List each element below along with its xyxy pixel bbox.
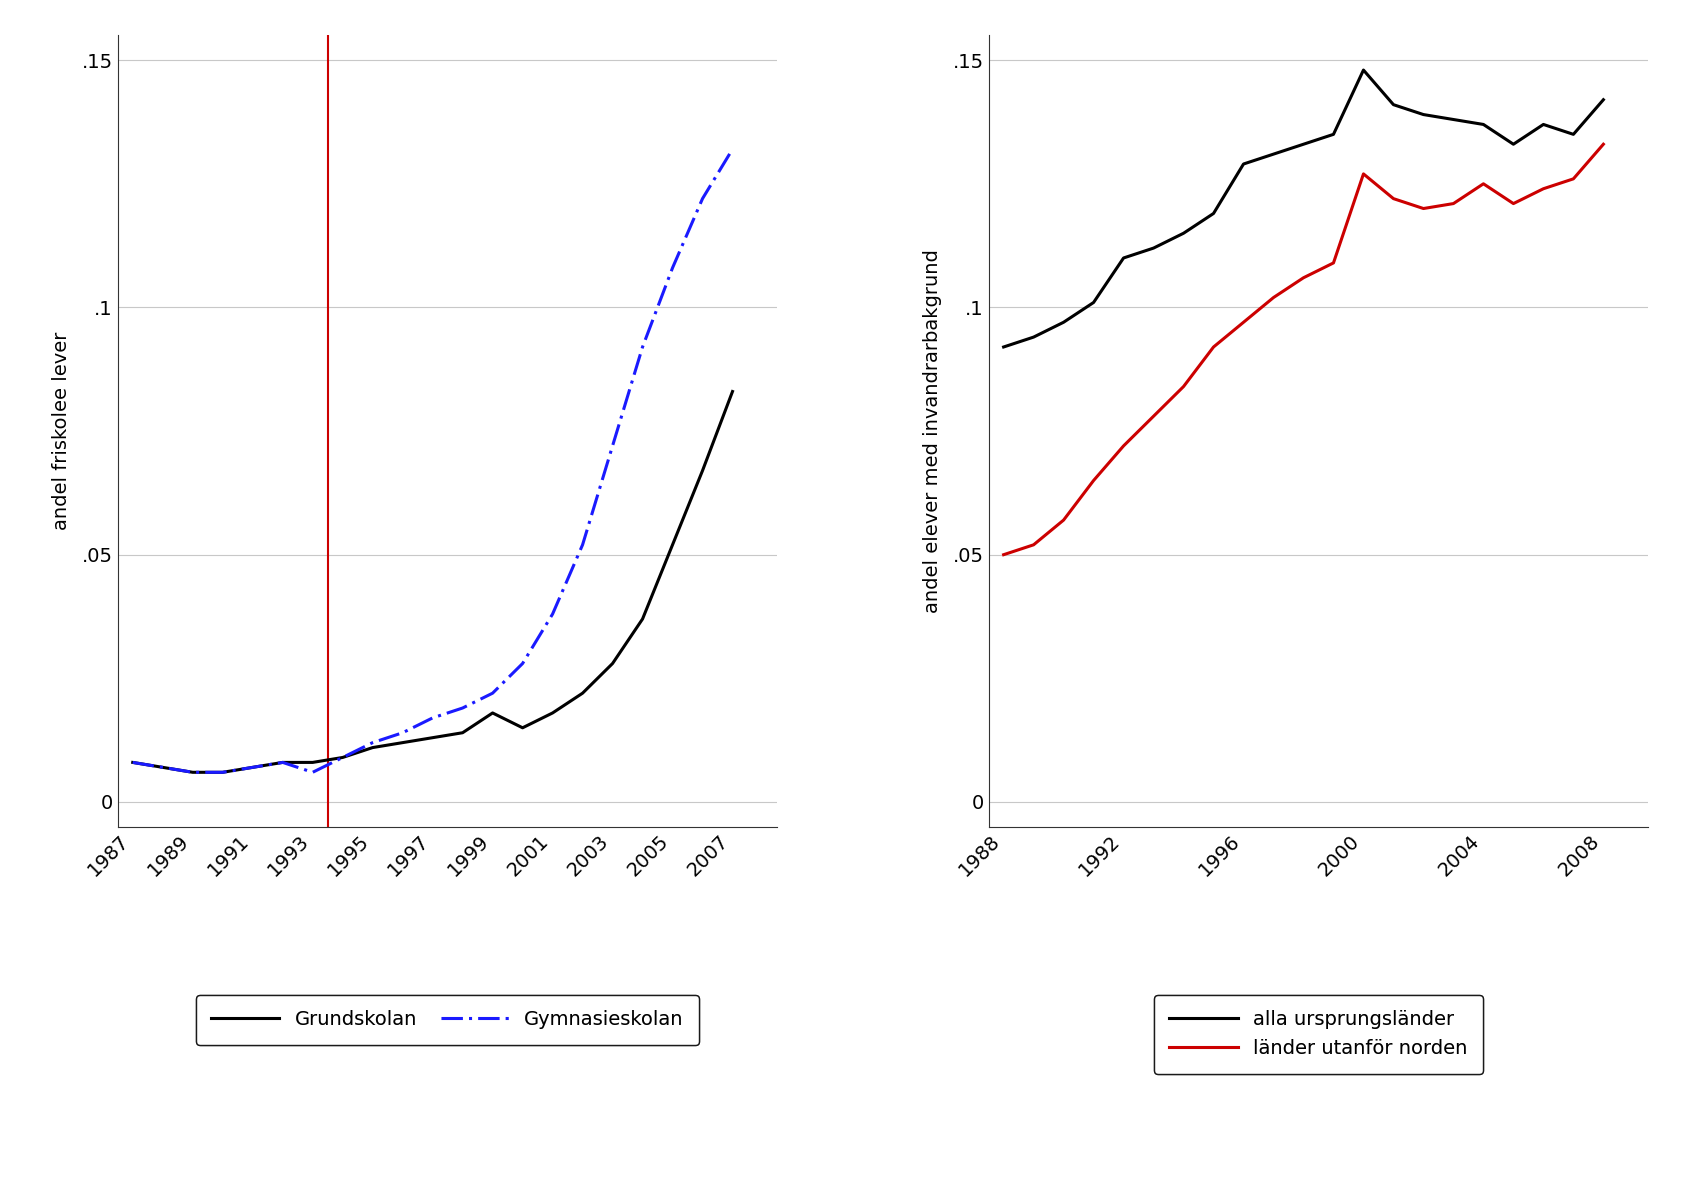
- Grundskolan: [242, 761, 262, 775]
- Grundskolan: [722, 385, 742, 399]
- Grundskolan: [452, 725, 473, 739]
- alla ursprungsländer: [1144, 241, 1164, 255]
- alla ursprungsländer: [994, 340, 1014, 354]
- Gymnasieskolan: [422, 711, 442, 725]
- alla ursprungsländer: [1293, 137, 1314, 151]
- Grundskolan: [392, 736, 412, 750]
- länder utanför norden: [1443, 196, 1463, 210]
- länder utanför norden: [1354, 167, 1374, 181]
- Gymnasieskolan: [333, 750, 353, 764]
- Legend: Grundskolan, Gymnasieskolan: Grundskolan, Gymnasieskolan: [195, 994, 700, 1045]
- länder utanför norden: [1383, 191, 1403, 205]
- Line: alla ursprungsländer: alla ursprungsländer: [1004, 70, 1603, 347]
- alla ursprungsländer: [1053, 315, 1073, 329]
- länder utanför norden: [1024, 537, 1045, 552]
- Gymnasieskolan: [693, 191, 713, 205]
- Gymnasieskolan: [123, 756, 143, 770]
- Gymnasieskolan: [632, 340, 653, 354]
- alla ursprungsländer: [1354, 63, 1374, 77]
- länder utanför norden: [1593, 137, 1613, 151]
- Gymnasieskolan: [663, 261, 683, 275]
- länder utanför norden: [1413, 202, 1433, 216]
- länder utanför norden: [1053, 513, 1073, 527]
- Gymnasieskolan: [452, 700, 473, 715]
- länder utanför norden: [1144, 409, 1164, 423]
- alla ursprungsländer: [1083, 295, 1103, 309]
- Line: länder utanför norden: länder utanför norden: [1004, 144, 1603, 555]
- Gymnasieskolan: [363, 736, 383, 750]
- alla ursprungsländer: [1504, 137, 1524, 151]
- Grundskolan: [183, 765, 204, 779]
- Grundskolan: [272, 756, 293, 770]
- alla ursprungsländer: [1113, 250, 1134, 265]
- Gymnasieskolan: [153, 761, 173, 775]
- Gymnasieskolan: [272, 756, 293, 770]
- Grundskolan: [483, 706, 503, 720]
- länder utanför norden: [1083, 474, 1103, 488]
- Legend: alla ursprungsländer, länder utanför norden: alla ursprungsländer, länder utanför nor…: [1154, 994, 1484, 1074]
- alla ursprungsländer: [1593, 92, 1613, 106]
- Gymnasieskolan: [242, 761, 262, 775]
- Line: Grundskolan: Grundskolan: [133, 392, 732, 772]
- länder utanför norden: [1534, 182, 1554, 196]
- alla ursprungsländer: [1233, 157, 1253, 171]
- alla ursprungsländer: [1174, 227, 1194, 241]
- Grundskolan: [602, 657, 622, 671]
- Grundskolan: [572, 686, 592, 700]
- Grundskolan: [123, 756, 143, 770]
- Gymnasieskolan: [303, 765, 323, 779]
- Grundskolan: [543, 706, 563, 720]
- Line: Gymnasieskolan: Gymnasieskolan: [133, 149, 732, 772]
- Grundskolan: [363, 740, 383, 755]
- alla ursprungsländer: [1563, 128, 1583, 142]
- Grundskolan: [333, 750, 353, 764]
- Gymnasieskolan: [212, 765, 232, 779]
- Gymnasieskolan: [572, 537, 592, 552]
- alla ursprungsländer: [1473, 117, 1494, 131]
- alla ursprungsländer: [1383, 98, 1403, 112]
- länder utanför norden: [1473, 177, 1494, 191]
- Gymnasieskolan: [513, 657, 533, 671]
- Grundskolan: [513, 720, 533, 735]
- Y-axis label: andel elever med invandrarbakgrund: andel elever med invandrarbakgrund: [922, 249, 942, 613]
- länder utanför norden: [1233, 315, 1253, 329]
- Gymnasieskolan: [183, 765, 204, 779]
- Y-axis label: andel friskolee lever: andel friskolee lever: [52, 332, 71, 530]
- länder utanför norden: [1324, 256, 1344, 270]
- alla ursprungsländer: [1263, 148, 1283, 162]
- Grundskolan: [303, 756, 323, 770]
- Grundskolan: [153, 761, 173, 775]
- länder utanför norden: [1263, 291, 1283, 305]
- Grundskolan: [632, 612, 653, 626]
- Gymnasieskolan: [602, 439, 622, 454]
- länder utanför norden: [1504, 196, 1524, 210]
- Gymnasieskolan: [392, 725, 412, 739]
- alla ursprungsländer: [1024, 329, 1045, 344]
- Grundskolan: [693, 464, 713, 478]
- Gymnasieskolan: [543, 607, 563, 621]
- länder utanför norden: [1293, 270, 1314, 285]
- länder utanför norden: [1563, 171, 1583, 185]
- alla ursprungsländer: [1413, 107, 1433, 122]
- länder utanför norden: [1174, 379, 1194, 393]
- alla ursprungsländer: [1203, 207, 1223, 221]
- länder utanför norden: [1113, 439, 1134, 454]
- länder utanför norden: [1203, 340, 1223, 354]
- alla ursprungsländer: [1534, 117, 1554, 131]
- länder utanför norden: [994, 548, 1014, 562]
- Grundskolan: [663, 537, 683, 552]
- alla ursprungsländer: [1324, 128, 1344, 142]
- Grundskolan: [422, 731, 442, 745]
- alla ursprungsländer: [1443, 112, 1463, 126]
- Gymnasieskolan: [722, 142, 742, 156]
- Gymnasieskolan: [483, 686, 503, 700]
- Grundskolan: [212, 765, 232, 779]
